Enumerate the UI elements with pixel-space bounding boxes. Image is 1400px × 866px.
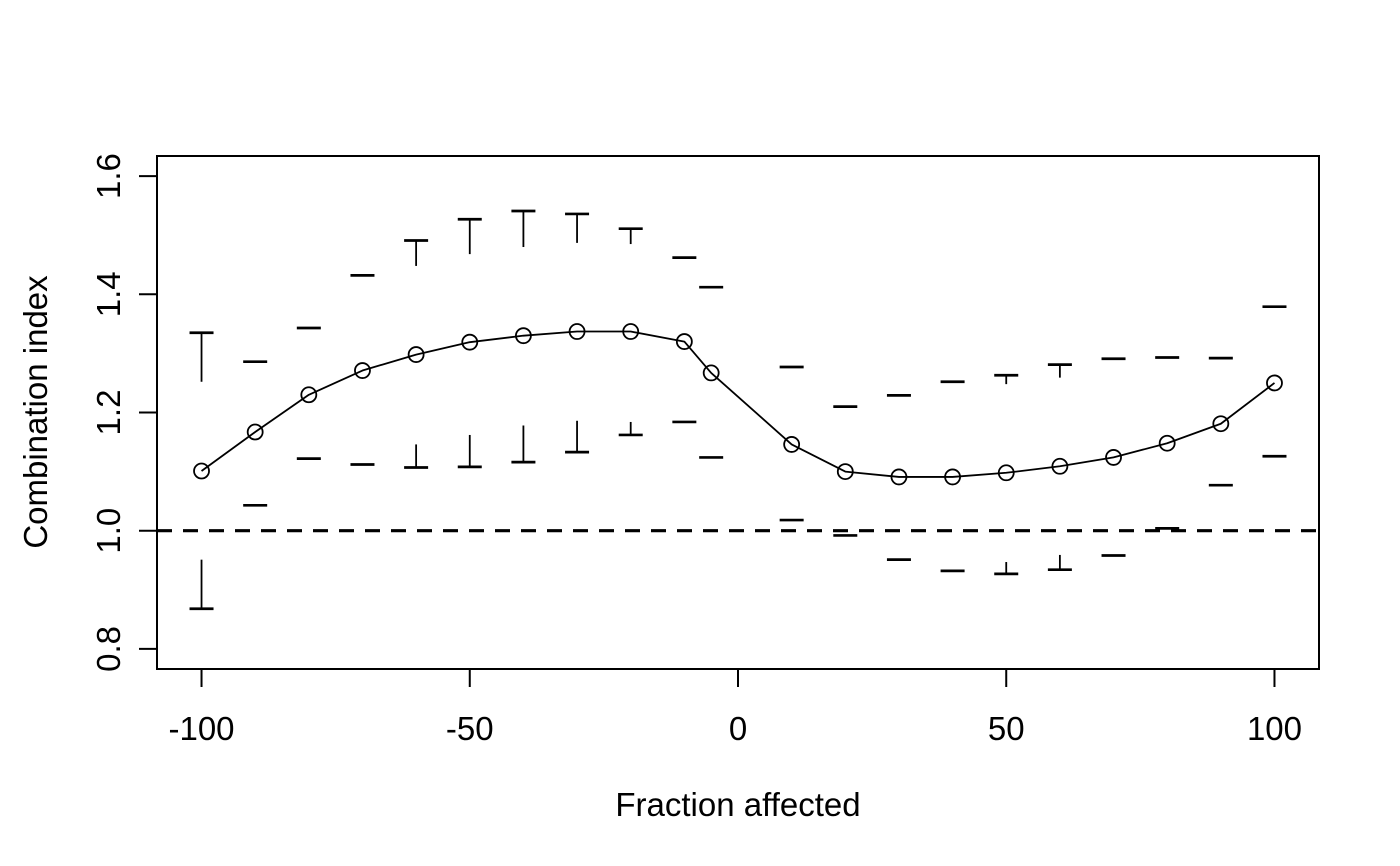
x-tick-label: -50 [446, 710, 494, 747]
data-point [702, 364, 720, 382]
x-tick-label: 0 [729, 710, 747, 747]
data-point [1212, 415, 1230, 433]
y-tick-label: 1.6 [90, 153, 127, 199]
data-point [407, 346, 425, 363]
tick-labels-layer: -100 -50 0 50 100 0.8 1.0 1.2 1.4 1.6 [90, 153, 1302, 747]
data-point [1266, 374, 1283, 392]
plot-border-box [156, 155, 1320, 670]
y-tick-label: 1.2 [90, 390, 127, 436]
x-tick-label: 50 [988, 710, 1025, 747]
data-point [997, 464, 1015, 482]
data-point [1051, 457, 1069, 475]
data-point [836, 463, 854, 481]
data-point [1105, 449, 1122, 466]
data-point [354, 362, 371, 379]
data-points-layer [193, 323, 1283, 486]
data-point [675, 333, 693, 350]
y-tick-label: 1.0 [90, 508, 127, 554]
data-point [1158, 434, 1176, 452]
data-point [890, 468, 908, 486]
data-point [300, 386, 318, 404]
axis-ticks-layer [139, 175, 1276, 687]
data-point [944, 468, 961, 486]
series-line-layer [200, 330, 1276, 478]
data-point [622, 323, 640, 340]
data-point [461, 333, 479, 351]
error-bars-layer [189, 209, 1287, 611]
data-point [246, 423, 264, 441]
y-tick-label: 1.4 [90, 271, 127, 317]
x-tick-label: -100 [168, 710, 234, 747]
series-line [200, 330, 1276, 478]
data-point [515, 327, 532, 345]
x-axis-label: Fraction affected [615, 786, 860, 823]
data-point [193, 462, 210, 480]
y-axis-label: Combination index [17, 275, 54, 549]
x-tick-label: 100 [1247, 710, 1302, 747]
data-point [783, 436, 801, 453]
data-point [568, 323, 586, 340]
y-tick-label: 0.8 [90, 626, 127, 672]
